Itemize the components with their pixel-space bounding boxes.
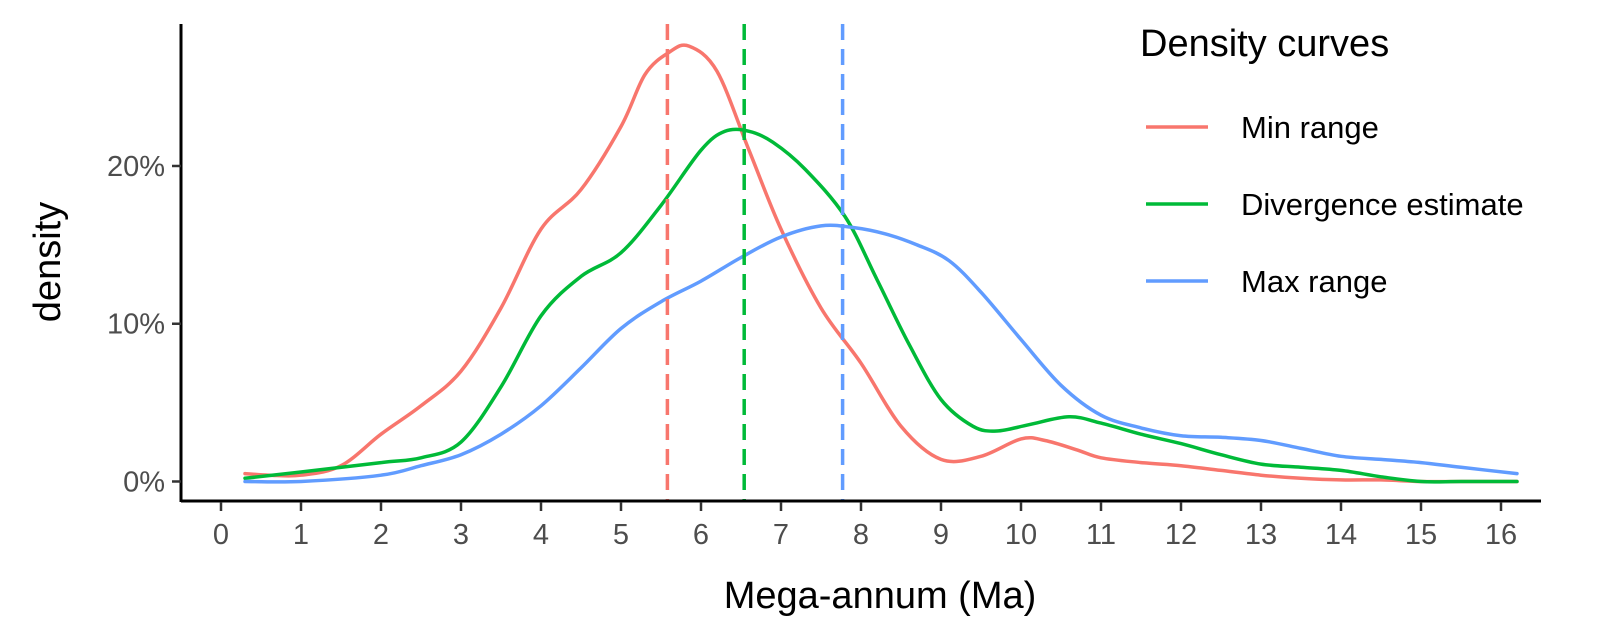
legend: Density curves Min range Divergence estim… xyxy=(1140,23,1524,299)
x-tick-label: 7 xyxy=(773,519,789,551)
x-tick-label: 11 xyxy=(1086,519,1116,551)
legend-label-1: Divergence estimate xyxy=(1241,187,1524,222)
axes-layer xyxy=(179,24,1541,503)
x-tick-label: 14 xyxy=(1325,519,1357,551)
y-tick-label: 0% xyxy=(123,466,165,498)
x-tick-label: 5 xyxy=(613,519,629,551)
x-ticks-layer: 0 1 2 3 4 5 6 7 8 9 10 11 12 13 14 15 16 xyxy=(213,502,1517,551)
x-tick-label: 15 xyxy=(1405,519,1437,551)
x-tick-label: 1 xyxy=(293,519,309,551)
y-tick-label: 20% xyxy=(107,151,165,183)
density-curve-1 xyxy=(243,127,1519,484)
density-curve-0 xyxy=(243,43,1519,484)
legend-label-0: Min range xyxy=(1241,110,1379,145)
x-tick-label: 4 xyxy=(533,519,549,551)
x-tick-label: 9 xyxy=(933,519,949,551)
x-tick-label: 10 xyxy=(1005,519,1037,551)
y-axis-title: density xyxy=(27,202,69,322)
x-tick-label: 16 xyxy=(1485,519,1517,551)
mean-lines-layer xyxy=(665,24,845,500)
x-tick-label: 12 xyxy=(1165,519,1197,551)
legend-label-2: Max range xyxy=(1241,264,1387,299)
density-curve-2 xyxy=(243,223,1519,484)
x-tick-label: 6 xyxy=(693,519,709,551)
x-tick-label: 3 xyxy=(453,519,469,551)
series-layer xyxy=(243,43,1519,484)
y-tick-label: 10% xyxy=(107,309,165,341)
legend-title: Density curves xyxy=(1140,23,1389,65)
x-tick-label: 8 xyxy=(853,519,869,551)
y-ticks-layer: 0% 10% 20% xyxy=(107,151,181,498)
legend-items: Min range Divergence estimate Max range xyxy=(1146,110,1524,299)
x-axis-title: Mega-annum (Ma) xyxy=(724,575,1037,617)
x-tick-label: 13 xyxy=(1245,519,1277,551)
x-tick-label: 2 xyxy=(373,519,389,551)
x-tick-label: 0 xyxy=(213,519,229,551)
